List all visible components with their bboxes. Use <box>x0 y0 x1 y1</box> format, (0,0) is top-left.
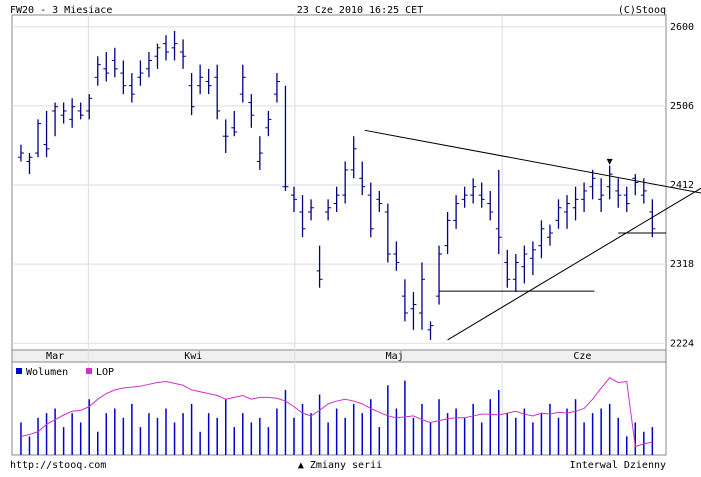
x-tick-label: Kwi <box>184 351 202 362</box>
lop-line <box>20 377 653 448</box>
y-tick-label: 2318 <box>670 259 694 270</box>
trendline <box>447 187 701 341</box>
legend-label: LOP <box>96 367 114 378</box>
month-strip <box>11 349 667 363</box>
lower-frame <box>11 361 667 456</box>
legend-label: Wolumen <box>26 367 68 378</box>
trendline <box>364 129 701 194</box>
y-tick-label: 2506 <box>670 101 694 112</box>
y-tick-label: 2224 <box>670 338 694 349</box>
footer-interval: Interwal Dzienny <box>570 460 666 471</box>
footer-series: ▲ Zmiany serii <box>298 460 382 471</box>
y-tick-label: 2600 <box>670 22 694 33</box>
credit: (C)Stooq <box>618 5 666 16</box>
marker: ▼ <box>607 156 613 167</box>
x-tick-label: Cze <box>573 351 591 362</box>
footer-url: http://stooq.com <box>10 460 106 471</box>
legend-swatch <box>86 368 92 374</box>
chart-date: 23 Cze 2010 16:25 CET <box>297 5 423 16</box>
legend-swatch <box>16 368 22 374</box>
chart-title: FW20 - 3 Miesiace <box>10 5 112 16</box>
x-tick-label: Mar <box>46 351 64 362</box>
x-tick-label: Maj <box>386 351 404 362</box>
y-tick-label: 2412 <box>670 180 694 191</box>
